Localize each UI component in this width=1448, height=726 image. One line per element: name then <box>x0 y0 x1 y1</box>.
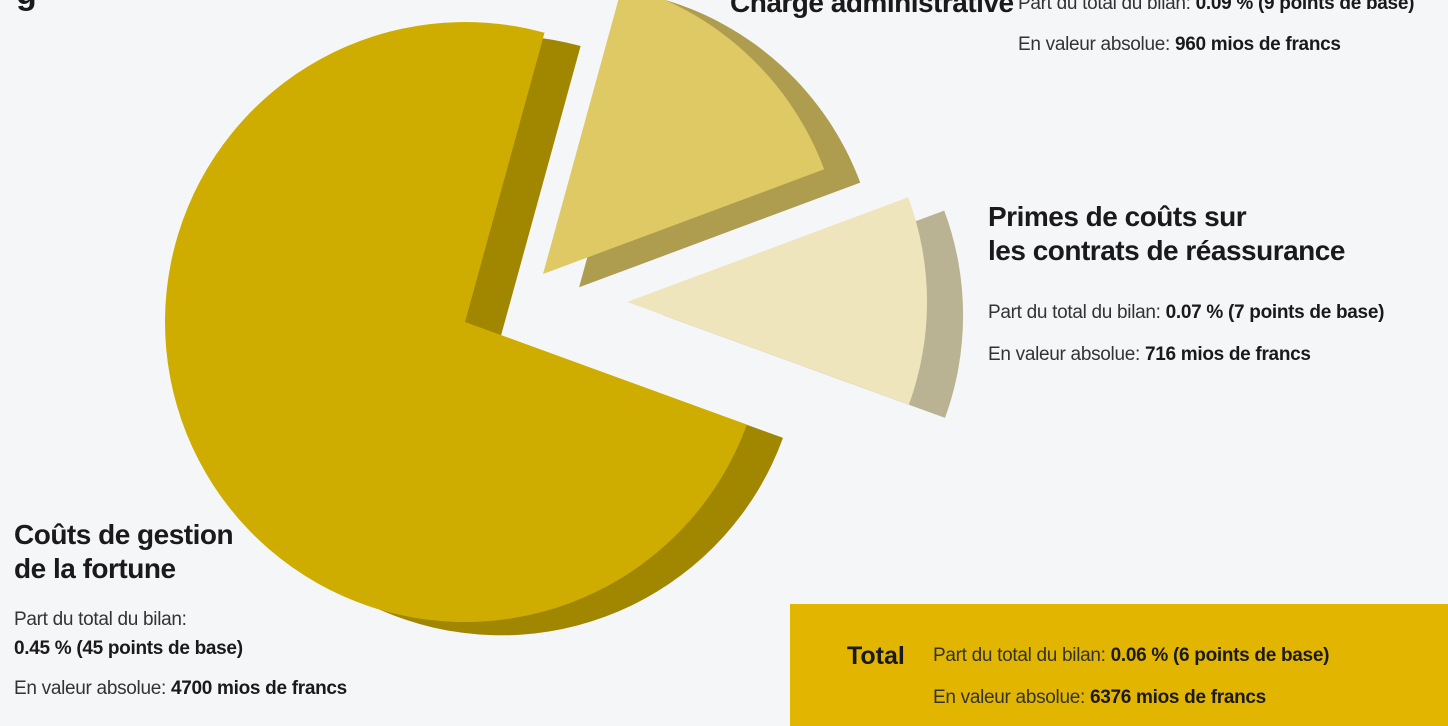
share-value: 0.45 % (45 points de base) <box>14 638 243 659</box>
abs-label: En valeur absolue: <box>988 344 1140 365</box>
abs-value: 716 mios de francs <box>1144 344 1311 365</box>
total-share-value: 0.06 % (6 points de base) <box>1110 645 1330 666</box>
share-value: 0.09 % (9 points de base) <box>1195 0 1415 14</box>
label-primes-reassurance: Primes de coûts sur les contrats de réas… <box>988 200 1438 367</box>
abs-line: En valeur absolue: 4700 mios de francs <box>14 677 434 701</box>
total-abs-value: 6376 mios de francs <box>1089 687 1266 708</box>
label-title-line-1: Coûts de gestion <box>14 519 234 550</box>
abs-label: En valeur absolue: <box>1018 34 1170 55</box>
share-label: Part du total du bilan: <box>988 302 1161 323</box>
pie-slice-face <box>543 0 825 274</box>
abs-line: En valeur absolue: 960 mios de francs <box>1018 33 1341 57</box>
pie-slice-1 <box>165 21 784 636</box>
label-title: Charge administrative <box>730 0 1014 18</box>
total-box: Total Part du total du bilan: 0.06 % (6 … <box>790 604 1448 726</box>
pie-slice-3 <box>627 197 964 418</box>
total-label: Total <box>847 642 905 670</box>
share-line: Part du total du bilan: 0.07 % (7 points… <box>988 301 1438 325</box>
abs-value: 960 mios de francs <box>1174 34 1341 55</box>
pie-slice-face <box>165 21 747 622</box>
abs-label: En valeur absolue: <box>14 678 166 699</box>
share-label: Part du total du bilan: <box>14 609 187 630</box>
label-title-line-2: de la fortune <box>14 553 176 584</box>
label-title-line-1: Primes de coûts sur <box>988 201 1247 232</box>
total-share-line: Part du total du bilan: 0.06 % (6 points… <box>933 644 1329 668</box>
label-couts-gestion: Coûts de gestion de la fortune Part du t… <box>14 518 434 701</box>
pie-slice-2 <box>543 0 861 288</box>
pie-slice-face <box>627 197 928 405</box>
total-abs-line: En valeur absolue: 6376 mios de francs <box>933 686 1266 710</box>
total-abs-label: En valeur absolue: <box>933 687 1085 708</box>
abs-value: 4700 mios de francs <box>170 678 347 699</box>
label-title-line-2: les contrats de réassurance <box>988 235 1345 266</box>
chart-title-fragment: g <box>16 0 37 13</box>
total-share-label: Part du total du bilan: <box>933 645 1106 666</box>
abs-line: En valeur absolue: 716 mios de francs <box>988 343 1438 367</box>
share-value: 0.07 % (7 points de base) <box>1165 302 1385 323</box>
share-line: Part du total du bilan: 0.09 % (9 points… <box>1018 0 1414 16</box>
share-label: Part du total du bilan: <box>1018 0 1191 14</box>
